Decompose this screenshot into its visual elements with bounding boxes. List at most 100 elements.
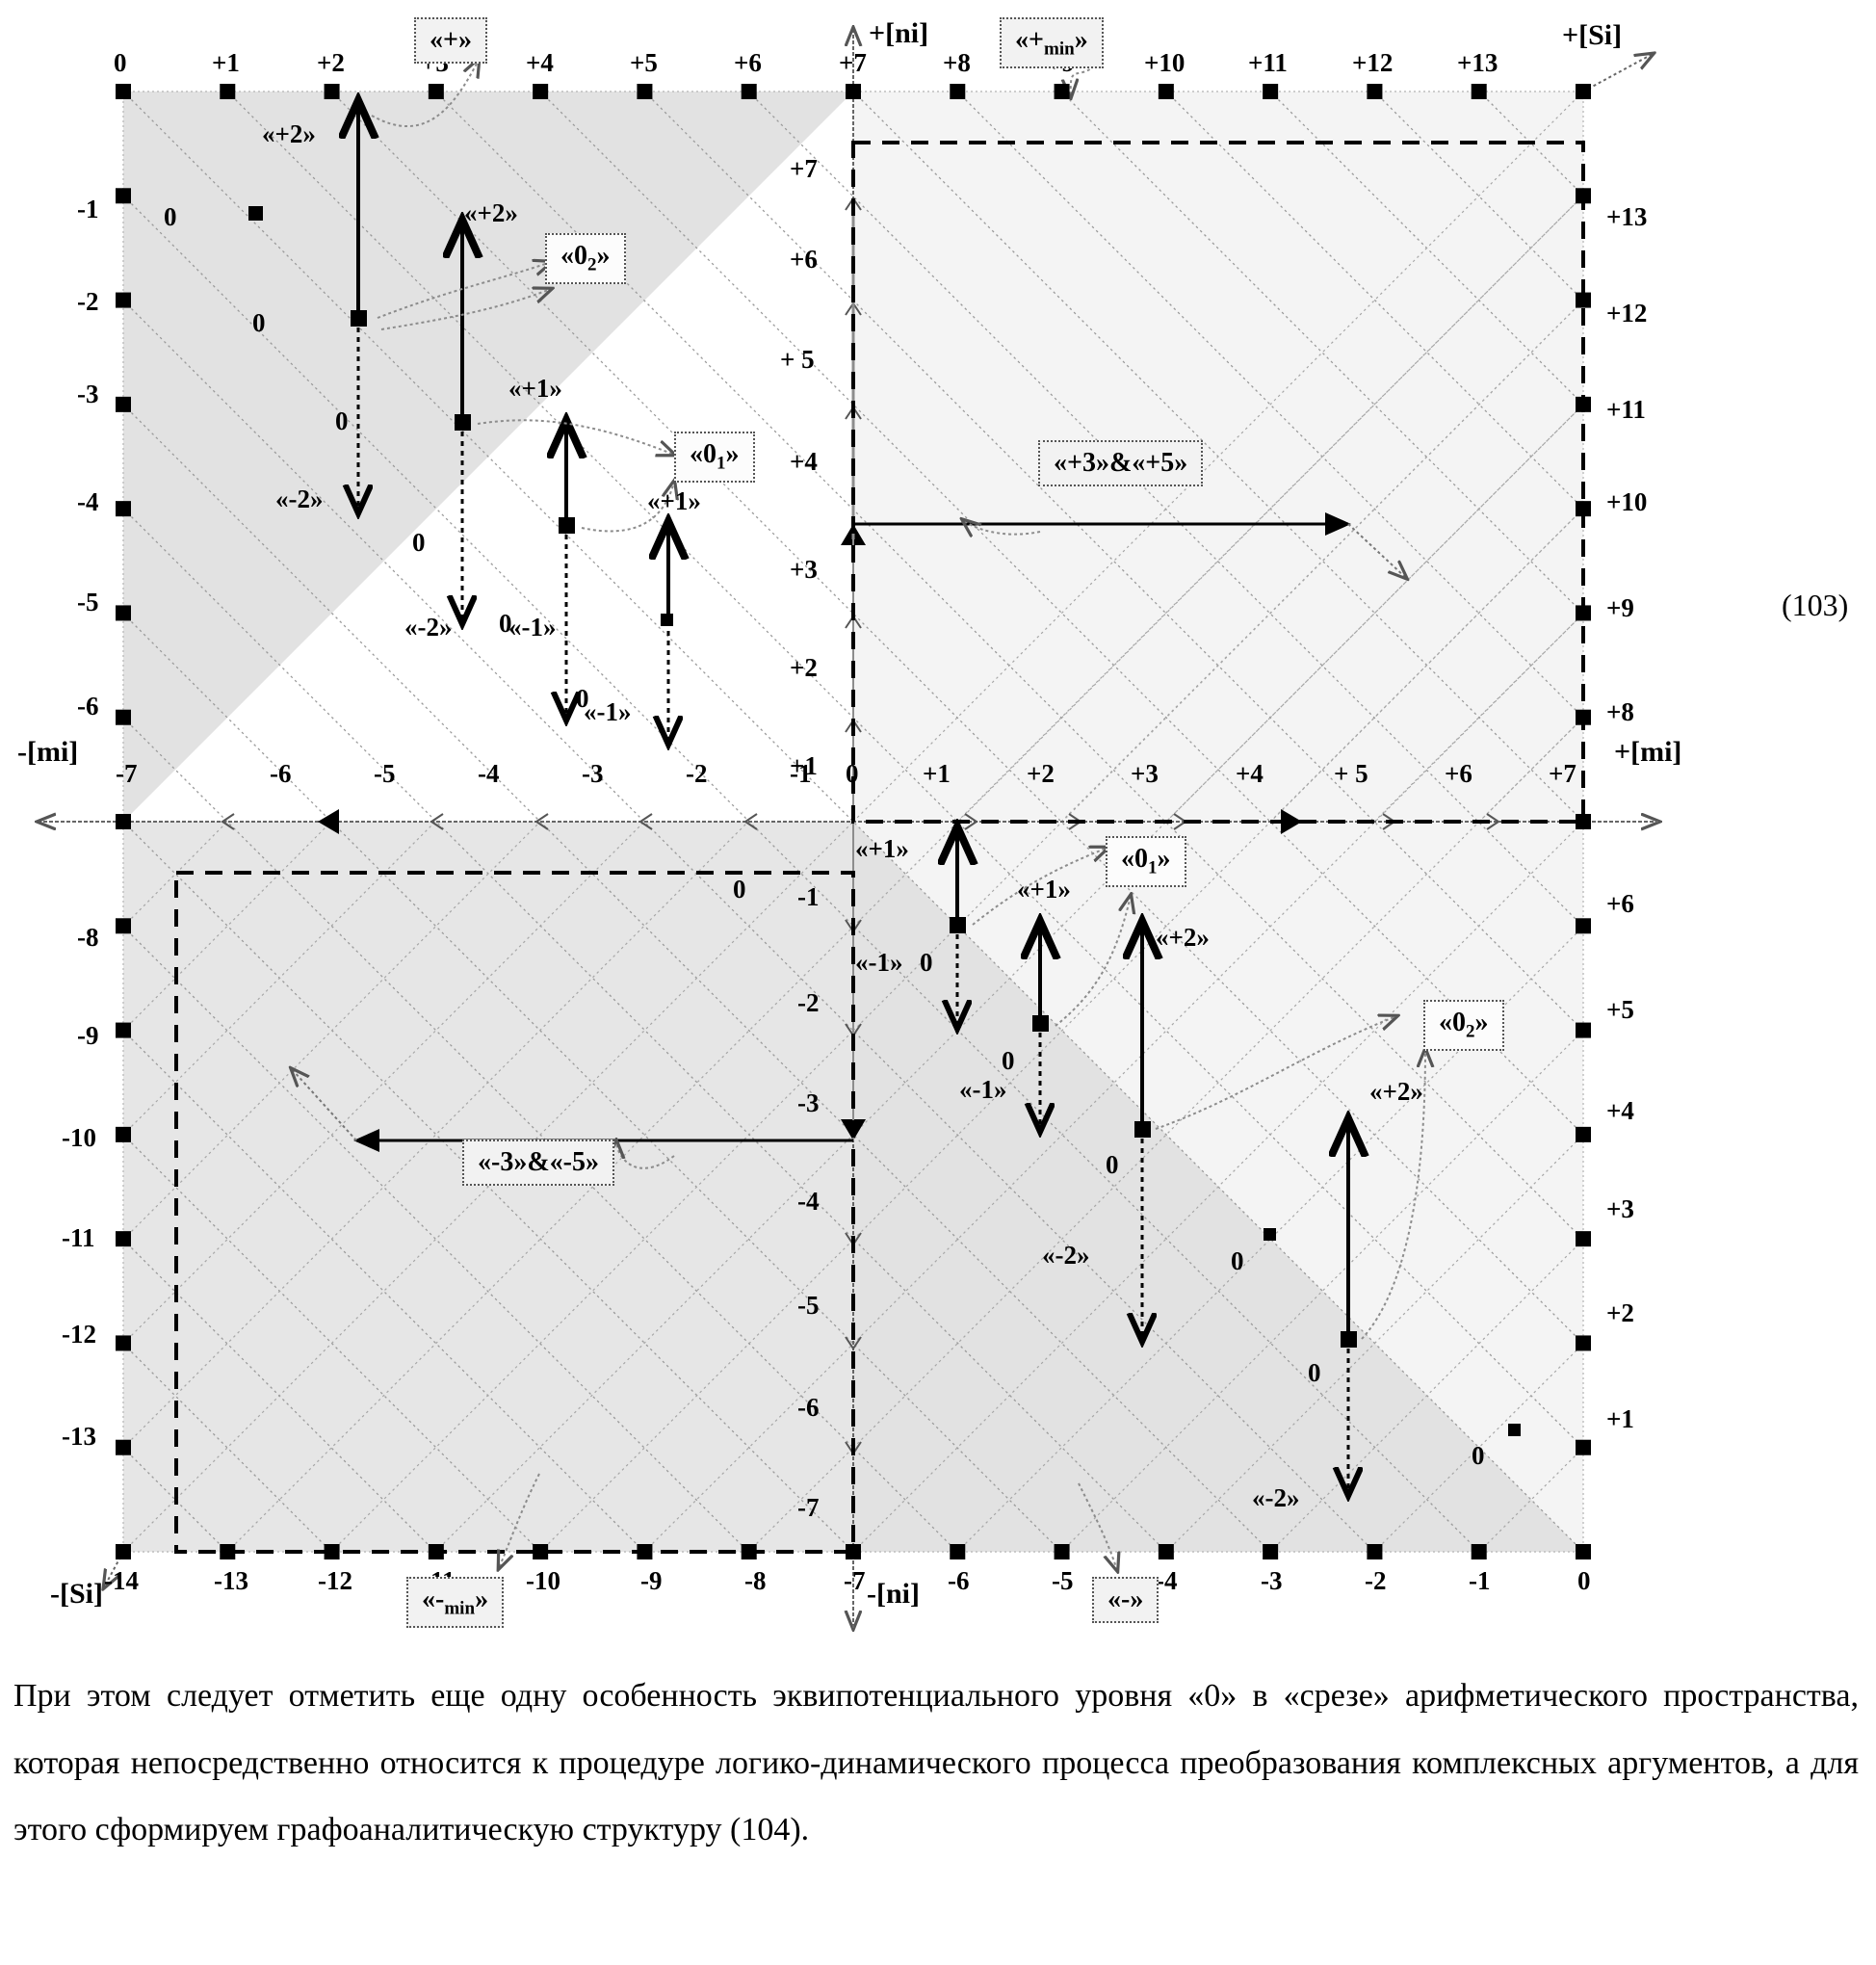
annotation-plus2-d: «+2» — [1369, 1079, 1423, 1105]
left-tick-m3: -3 — [77, 381, 99, 407]
top-tick-7: +7 — [839, 50, 867, 76]
callout-plus[interactable]: «+» — [414, 17, 487, 64]
callout-zero2-bottom[interactable]: «02» — [1423, 1000, 1504, 1051]
figure-vector-layer — [0, 0, 1876, 1638]
annotation-plus2-b: «+2» — [464, 200, 518, 226]
node-square — [950, 1544, 965, 1559]
hor-tick-m3: -3 — [582, 761, 604, 787]
annotation-plus1-c: «+1» — [855, 836, 909, 862]
node-square — [116, 188, 131, 203]
axis-name-bottom-si: -[Si] — [50, 1580, 103, 1609]
top-tick-13: +13 — [1457, 50, 1498, 76]
ver-tick-m5: -5 — [797, 1293, 820, 1319]
axis-name-bottom-ni: -[ni] — [867, 1580, 920, 1609]
hor-tick-m4: -4 — [478, 761, 500, 787]
bottom-tick-0: 0 — [1577, 1568, 1591, 1594]
right-tick-p2: +2 — [1606, 1300, 1634, 1326]
callout-minus3-minus5[interactable]: «-3»&«-5» — [462, 1140, 614, 1186]
callout-zero1-bottom[interactable]: «01» — [1106, 836, 1186, 887]
callout-zero1-top[interactable]: «01» — [674, 432, 755, 483]
node-square — [1263, 1544, 1278, 1559]
zero-mark-3: 0 — [335, 408, 349, 434]
top-tick-5: +5 — [630, 50, 658, 76]
node-square — [116, 918, 131, 933]
annotation-minus1-a: «-1» — [508, 615, 557, 641]
hor-tick-m6: -6 — [270, 761, 292, 787]
node-square — [1576, 918, 1591, 933]
hor-tick-m5: -5 — [374, 761, 396, 787]
node-square — [1159, 1544, 1174, 1559]
node-square — [116, 84, 131, 99]
node-square — [950, 84, 965, 99]
node-square — [1576, 1231, 1591, 1246]
right-tick-p9: +9 — [1606, 595, 1634, 621]
node-square — [116, 814, 131, 829]
ver-tick-p4: +4 — [790, 449, 818, 475]
node-square — [116, 397, 131, 412]
node-square — [429, 1544, 444, 1559]
zero-mark-4: 0 — [412, 530, 426, 556]
zero-mark-9: 0 — [1002, 1048, 1015, 1074]
right-tick-p8: +8 — [1606, 699, 1634, 725]
node-square — [325, 84, 340, 99]
node-square — [1576, 1440, 1591, 1455]
left-tick-m10: -10 — [62, 1125, 96, 1151]
node-square — [742, 1544, 757, 1559]
left-tick-m4: -4 — [77, 489, 99, 515]
bottom-tick-m6: -6 — [948, 1568, 970, 1594]
ver-tick-m3: -3 — [797, 1090, 820, 1116]
hor-tick-0: 0 — [846, 761, 859, 787]
annotation-plus1-a: «+1» — [508, 376, 562, 402]
node-square — [1576, 1023, 1591, 1038]
node-square — [742, 84, 757, 99]
node-square — [1367, 84, 1382, 99]
hor-tick-p5: + 5 — [1334, 761, 1368, 787]
bottom-tick-m14: -14 — [104, 1568, 139, 1594]
node-square — [533, 84, 548, 99]
zero-mark-11: 0 — [1231, 1248, 1244, 1274]
zero-mark-2: 0 — [252, 310, 266, 336]
callout-plus-min[interactable]: «+min» — [1000, 17, 1104, 68]
callout-plus3-plus5[interactable]: «+3»&«+5» — [1038, 440, 1203, 486]
left-tick-m1: -1 — [77, 196, 99, 223]
left-tick-m2: -2 — [77, 289, 99, 315]
callout-zero2-top[interactable]: «02» — [545, 233, 626, 284]
left-tick-m13: -13 — [62, 1424, 96, 1450]
node-square — [846, 84, 861, 99]
node-square — [1576, 1335, 1591, 1350]
axis-name-top-ni: +[ni] — [869, 19, 928, 48]
right-tick-p5: +5 — [1606, 997, 1634, 1023]
node-square — [325, 1544, 340, 1559]
left-tick-m5: -5 — [77, 590, 99, 616]
node-square — [1576, 397, 1591, 412]
bottom-tick-m2: -2 — [1365, 1568, 1387, 1594]
node-square — [429, 84, 444, 99]
node-square — [116, 293, 131, 308]
left-tick-m6: -6 — [77, 694, 99, 720]
callout-minus[interactable]: «-» — [1092, 1577, 1159, 1623]
hor-tick-m7: -7 — [116, 761, 138, 787]
top-tick-1: +1 — [212, 50, 240, 76]
bottom-tick-m5: -5 — [1052, 1568, 1074, 1594]
ver-tick-p2: +2 — [790, 655, 818, 681]
node-square — [1576, 188, 1591, 203]
bottom-tick-m9: -9 — [640, 1568, 663, 1594]
right-tick-p6: +6 — [1606, 891, 1634, 917]
right-tick-p3: +3 — [1606, 1196, 1634, 1222]
top-tick-8: +8 — [943, 50, 971, 76]
node-square — [220, 84, 235, 99]
annotation-plus1-d: «+1» — [1017, 877, 1071, 903]
axis-name-top-si: +[Si] — [1562, 21, 1622, 50]
body-paragraph: При этом следует отметить еще одну особе… — [13, 1663, 1859, 1864]
node-square — [116, 1127, 131, 1142]
bottom-tick-m7: -7 — [844, 1568, 866, 1594]
right-tick-p11: +11 — [1606, 397, 1646, 423]
left-tick-m9: -9 — [77, 1023, 99, 1049]
node-square — [1367, 1544, 1382, 1559]
annotation-plus1-b: «+1» — [647, 488, 701, 514]
node-square — [1576, 710, 1591, 725]
callout-minus-min[interactable]: «-min» — [406, 1577, 504, 1628]
annotation-minus2-a: «-2» — [275, 486, 324, 512]
annotation-plus2-c: «+2» — [1156, 925, 1210, 951]
hor-tick-p2: +2 — [1027, 761, 1055, 787]
